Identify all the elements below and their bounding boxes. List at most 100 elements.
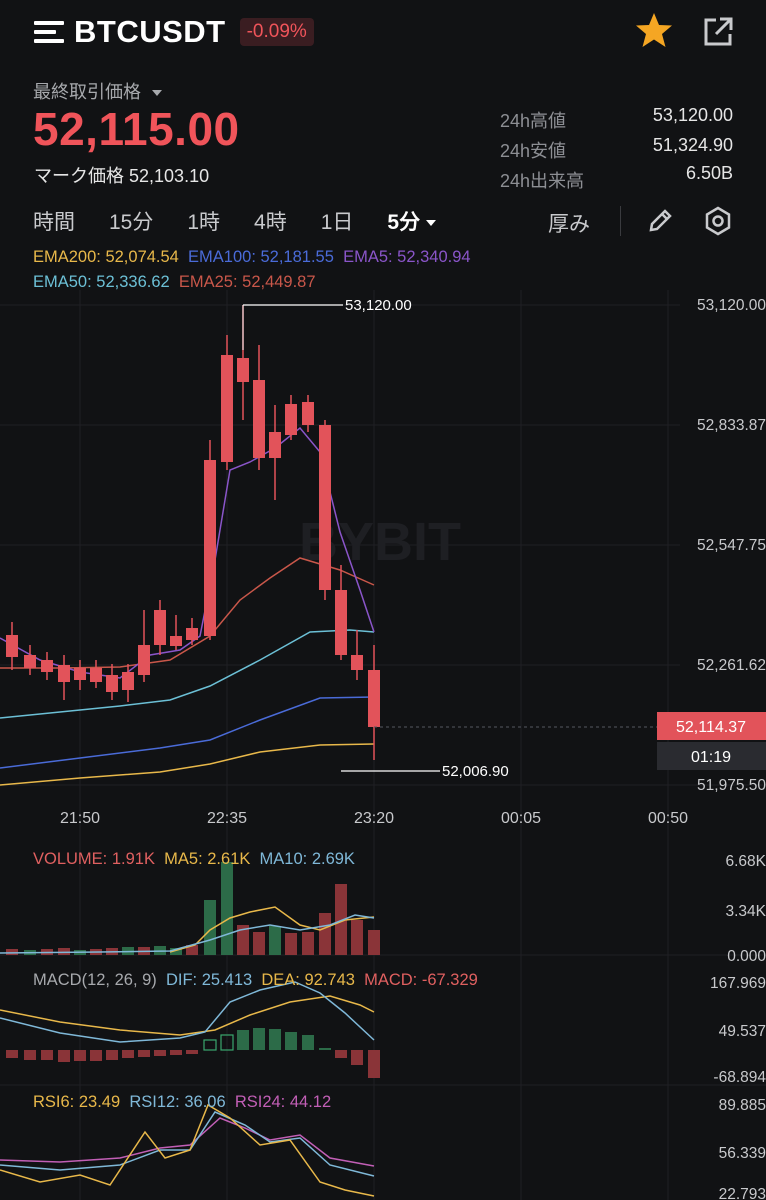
- ema5-label: EMA5: 52,340.94: [343, 248, 471, 266]
- volume-bar: [319, 913, 331, 955]
- candle-body: [106, 675, 118, 692]
- macd-bar: [24, 1050, 36, 1060]
- candle-body: [186, 628, 198, 640]
- candle-body: [170, 636, 182, 646]
- candle-body: [90, 668, 102, 682]
- high-marker-label: 53,120.00: [345, 297, 412, 314]
- tab-15m[interactable]: 15分: [109, 211, 154, 234]
- candles: [6, 305, 380, 760]
- macd-bar: [368, 1050, 380, 1078]
- time-axis-label: 23:20: [354, 810, 394, 827]
- candle-body: [221, 355, 233, 462]
- time-axis-label: 22:35: [207, 810, 247, 827]
- macd-bar: [170, 1050, 182, 1055]
- macd-dif-line: [0, 981, 375, 1043]
- volume-bar: [221, 862, 233, 955]
- tab-4h[interactable]: 4時: [254, 211, 287, 234]
- dropdown-icon: [152, 90, 163, 97]
- macd-bar: [302, 1035, 314, 1050]
- menu-icon[interactable]: [34, 21, 64, 43]
- change-badge: -0.09%: [239, 18, 314, 46]
- rsi12-line: [0, 1111, 375, 1177]
- candle-body: [58, 665, 70, 682]
- macd-bar: [285, 1032, 297, 1050]
- share-icon[interactable]: [700, 14, 736, 50]
- candle-body: [269, 432, 281, 458]
- star-icon[interactable]: [634, 10, 674, 50]
- symbol-title[interactable]: BTCUSDT: [74, 14, 226, 49]
- rsi6-line: [0, 1103, 375, 1197]
- volume-bar: [237, 925, 249, 955]
- tab-time[interactable]: 時間: [33, 211, 75, 234]
- volume-bar: [186, 945, 198, 955]
- rsi6-label: RSI6: 23.49: [33, 1093, 121, 1111]
- candle-body: [253, 380, 265, 458]
- macd-bar: [253, 1028, 265, 1050]
- macd-bar: [6, 1050, 18, 1058]
- macd-bar: [90, 1050, 102, 1061]
- interval-tabs: 時間 15分 1時 4時 1日 5分: [33, 206, 470, 236]
- time-axis-label: 00:05: [501, 810, 541, 827]
- volume-label: VOLUME: 1.91K: [33, 850, 155, 868]
- rsi-axis-label: 89.885: [719, 1097, 766, 1114]
- gear-icon[interactable]: [702, 205, 734, 237]
- tab-divider: [620, 206, 621, 236]
- macd-bar: [154, 1050, 166, 1056]
- countdown-bg: [657, 742, 766, 770]
- tab-5m[interactable]: 5分: [387, 206, 437, 236]
- rsi24-label: RSI24: 44.12: [234, 1093, 332, 1111]
- macd-dif-label: DIF: 25.413: [165, 971, 253, 989]
- rsi-labels: RSI6: 23.49 RSI12: 36.06 RSI24: 44.12: [33, 1093, 331, 1112]
- depth-tab[interactable]: 厚み: [548, 213, 590, 236]
- stat-high-value: 53,120.00: [652, 105, 733, 125]
- volume-bar: [58, 948, 70, 955]
- macd-bar: [41, 1050, 53, 1060]
- candle-body: [237, 358, 249, 382]
- ema200-line: [0, 743, 375, 786]
- ema25-line: [0, 557, 375, 669]
- macd-histogram: [6, 1028, 380, 1078]
- macd-bar: [138, 1050, 150, 1057]
- volume-bar: [335, 884, 347, 955]
- macd-params-label: MACD(12, 26, 9): [33, 971, 157, 989]
- current-price-tag: 52,114.37: [676, 719, 746, 736]
- volume-ma10-label: MA10: 2.69K: [259, 850, 355, 868]
- price-axis-label: 53,120.00: [697, 297, 766, 314]
- price-axis-label: 52,547.75: [697, 537, 766, 554]
- last-price-label[interactable]: 最終取引価格: [33, 78, 163, 104]
- volume-bar: [170, 948, 182, 955]
- tab-1h[interactable]: 1時: [187, 211, 221, 234]
- stat-high-label: 24h高値: [500, 111, 567, 131]
- ema100-label: EMA100: 52,181.55: [188, 248, 334, 266]
- volume-bar: [302, 932, 314, 955]
- time-axis-label: 21:50: [60, 810, 100, 827]
- candle-body: [368, 670, 380, 727]
- volume-bar: [351, 920, 363, 955]
- candle-body: [302, 402, 314, 425]
- candle-body: [285, 404, 297, 435]
- rsi-axis-label: 56.339: [719, 1145, 766, 1162]
- chart-area[interactable]: BYBIT 53,120.00 52,006.90 53,120.00 52,8…: [0, 290, 766, 1200]
- tab-1d[interactable]: 1日: [320, 211, 354, 234]
- candle-body: [351, 655, 363, 670]
- volume-axis-label: 6.68K: [725, 853, 766, 870]
- price-axis-label: 51,975.50: [697, 777, 766, 794]
- macd-bar: [220, 1034, 234, 1051]
- price-axis-label: 52,833.87: [697, 417, 766, 434]
- macd-bar: [237, 1030, 249, 1050]
- macd-bar: [122, 1050, 134, 1058]
- volume-bar: [6, 949, 18, 955]
- rsi-axis-label: 22.793: [719, 1186, 766, 1200]
- countdown: 01:19: [691, 749, 731, 766]
- rsi24-line: [0, 1117, 375, 1167]
- volume-ma10-line: [0, 914, 375, 954]
- mark-price: マーク価格 52,103.10: [34, 166, 210, 186]
- volume-ma5-line: [169, 906, 375, 953]
- header: BTCUSDT -0.09%: [34, 14, 314, 50]
- pencil-icon[interactable]: [645, 206, 675, 236]
- volume-axis-label: 0.000: [727, 948, 766, 965]
- macd-bar: [203, 1039, 217, 1051]
- volume-bar: [253, 932, 265, 955]
- macd-bar: [351, 1050, 363, 1065]
- candle-body: [154, 610, 166, 645]
